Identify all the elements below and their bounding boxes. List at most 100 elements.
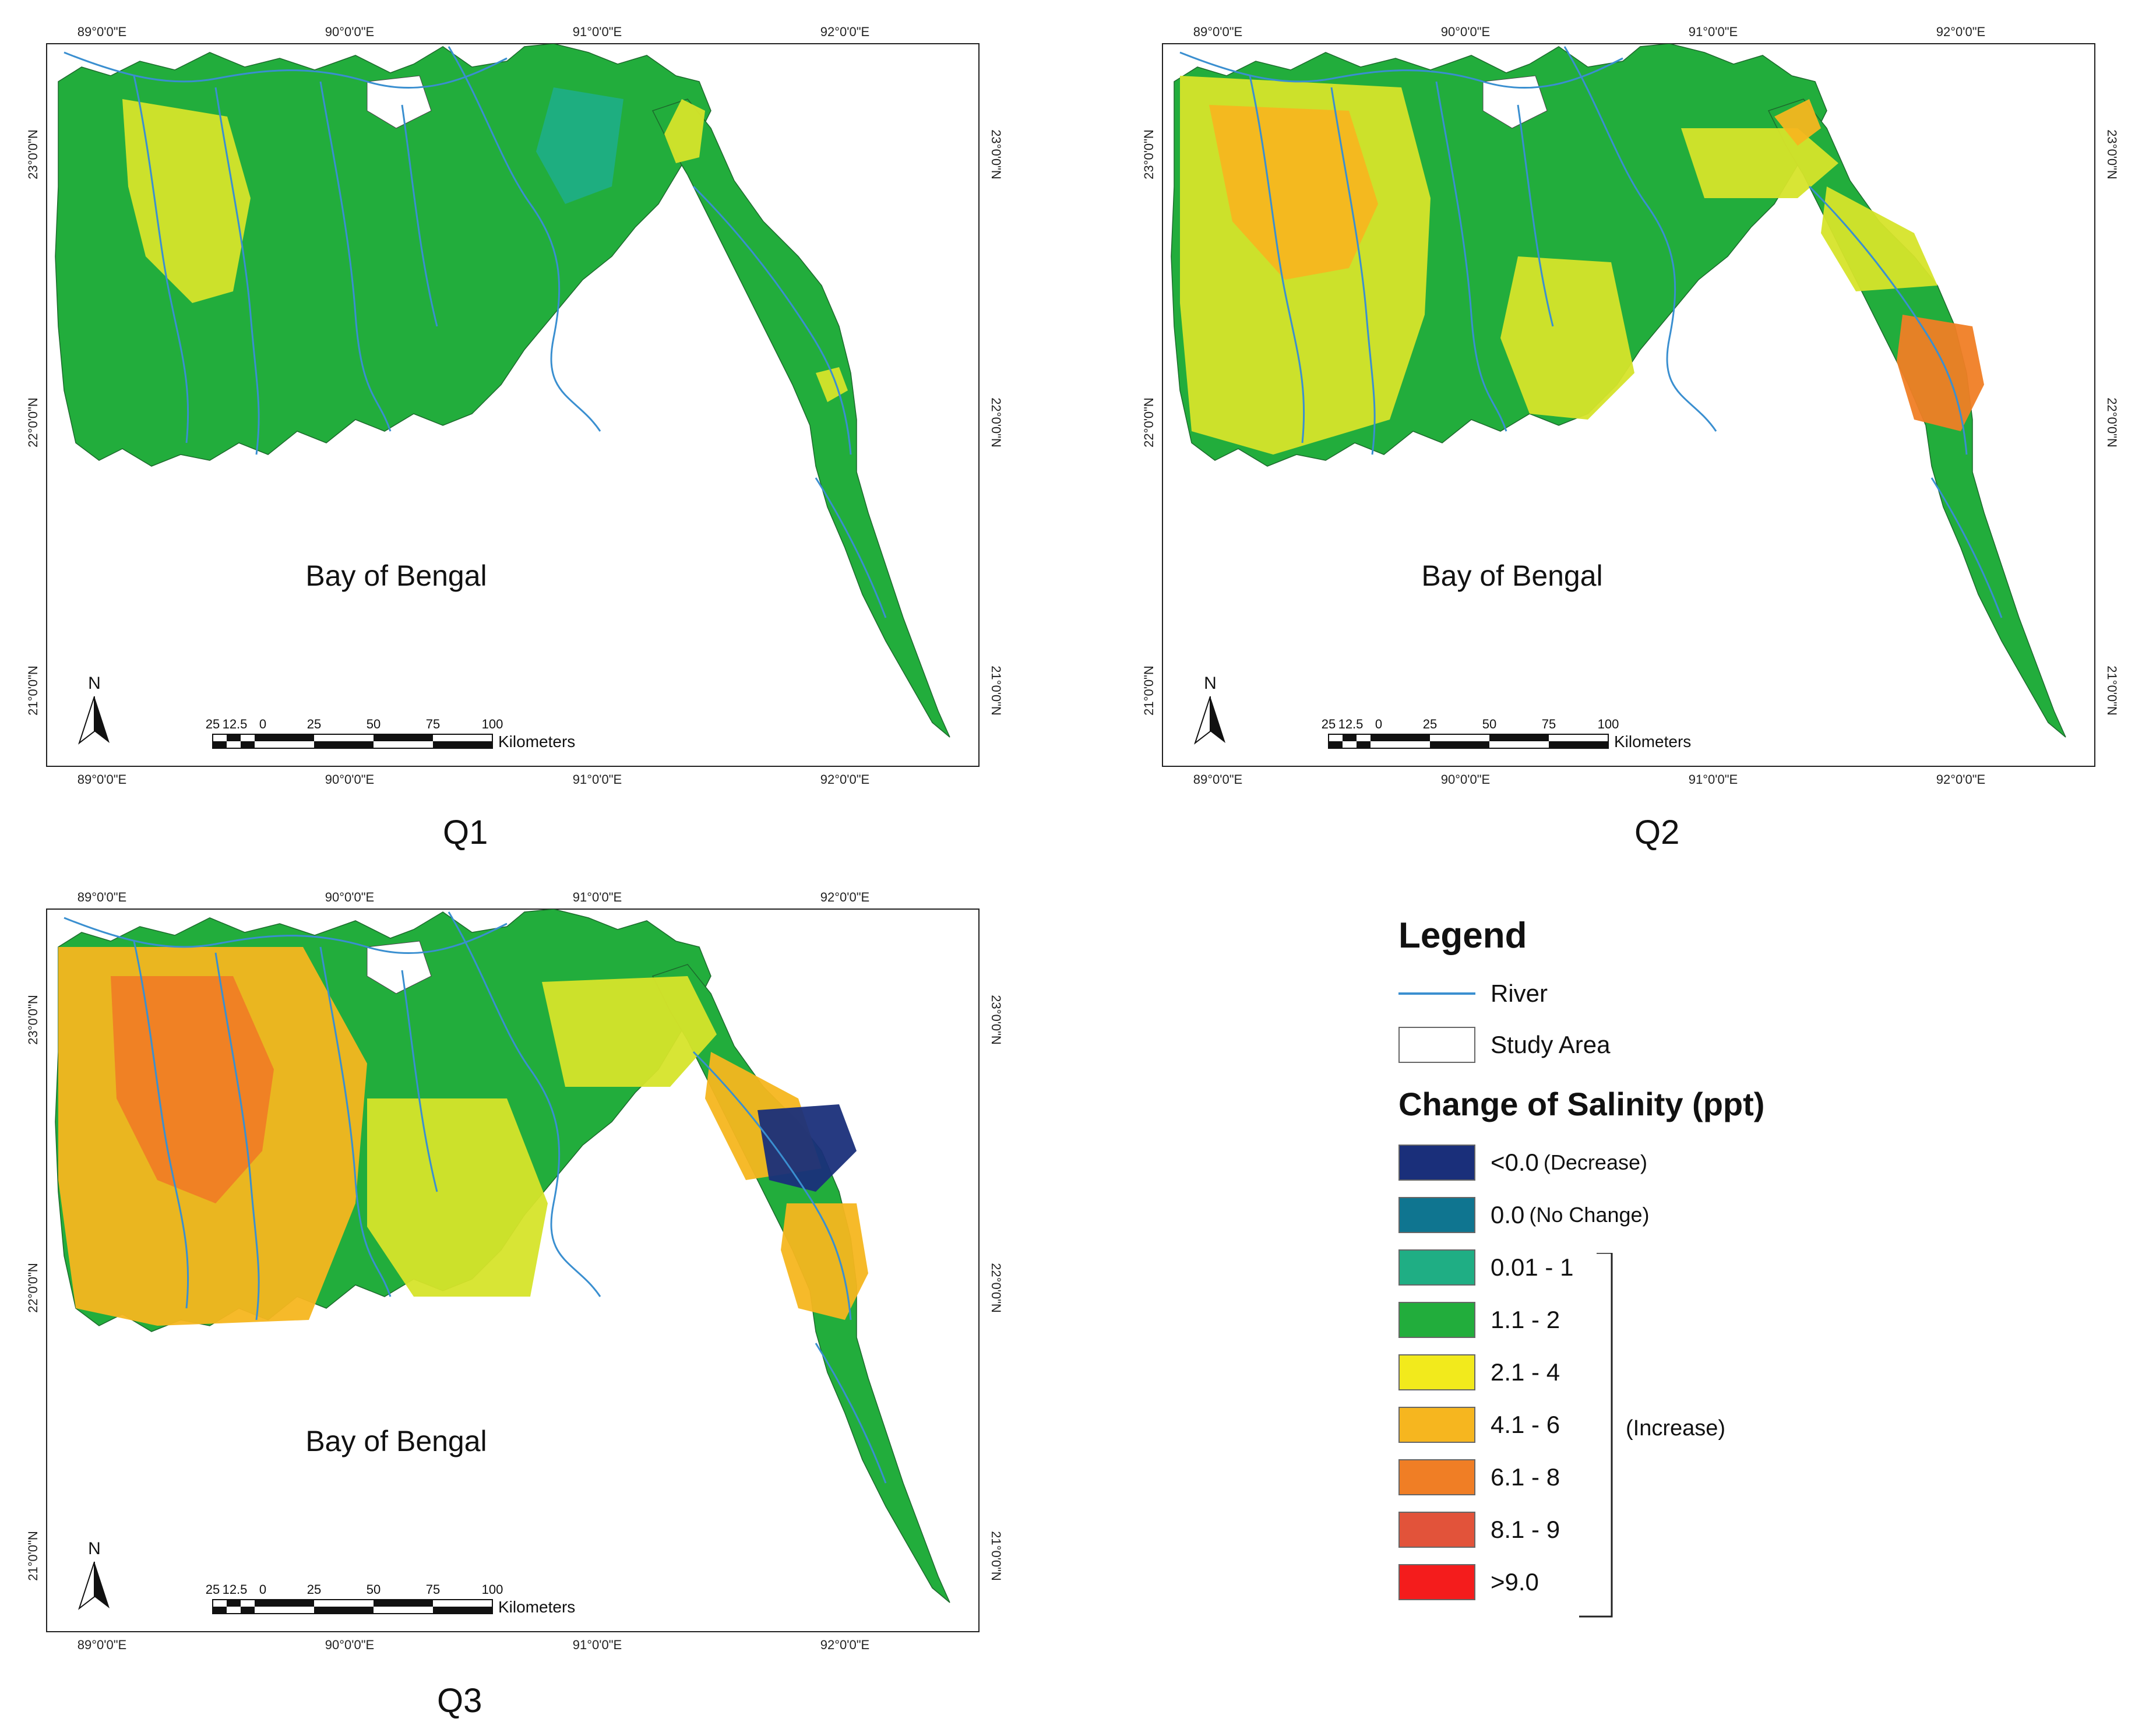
legend-class-label: 2.1 - 4 bbox=[1491, 1358, 1560, 1386]
scale-tick-label: 0 bbox=[259, 1582, 266, 1597]
salinity-zone bbox=[1209, 105, 1378, 280]
scale-bar-segment bbox=[213, 1607, 227, 1614]
latitude-label-left: 23°0'0"N bbox=[26, 995, 40, 1045]
scale-bar-segment bbox=[433, 1607, 492, 1614]
legend-class-label: 0.0 bbox=[1491, 1201, 1525, 1228]
river-line bbox=[448, 911, 601, 1297]
longitude-label-top: 92°0'0"E bbox=[820, 890, 869, 904]
longitude-label-bottom: 91°0'0"E bbox=[573, 1638, 622, 1652]
river-line bbox=[1330, 87, 1376, 455]
scale-bar-segment bbox=[227, 1600, 241, 1607]
scale-bar-segment bbox=[241, 741, 255, 748]
longitude-label-bottom: 90°0'0"E bbox=[325, 1638, 374, 1652]
scale-bar-segment bbox=[1489, 734, 1549, 741]
excluded-area bbox=[367, 941, 432, 994]
north-arrow-icon bbox=[94, 696, 110, 743]
scale-bar-segment bbox=[255, 1600, 314, 1607]
legend-class-swatch bbox=[1398, 1512, 1475, 1548]
scale-bar-segment bbox=[1329, 741, 1343, 748]
scale-bar-segment bbox=[255, 734, 314, 741]
latitude-label-right: 22°0'0"N bbox=[989, 1263, 1003, 1313]
scale-tick-label: 100 bbox=[482, 1582, 503, 1597]
river-line bbox=[133, 75, 189, 443]
salinity-zone bbox=[122, 99, 251, 303]
river-line bbox=[1808, 185, 1968, 455]
river-line bbox=[133, 941, 189, 1309]
caption-q3: Q3 bbox=[437, 1682, 482, 1720]
river-line bbox=[214, 87, 260, 455]
legend-class-swatch bbox=[1398, 1564, 1475, 1600]
scale-tick-label: 75 bbox=[426, 1582, 440, 1597]
scale-tick-label: 25 bbox=[307, 1582, 321, 1597]
legend-class-label: <0.0 bbox=[1491, 1149, 1539, 1176]
latitude-label-left: 22°0'0"N bbox=[1142, 397, 1156, 448]
map-svg: 89°0'0"E 89°0'0"E 90°0'0"E 90°0'0"E 91°0'0"E… bbox=[1142, 24, 2119, 787]
scale-bar-segment bbox=[227, 734, 241, 741]
legend-river-label: River bbox=[1491, 980, 1548, 1007]
longitude-label-bottom: 89°0'0"E bbox=[77, 772, 126, 787]
longitude-label-top: 90°0'0"E bbox=[1441, 24, 1490, 39]
longitude-label-bottom: 92°0'0"E bbox=[820, 772, 869, 787]
scale-bar-segment bbox=[213, 741, 227, 748]
longitude-label-top: 91°0'0"E bbox=[573, 890, 622, 904]
longitude-label-bottom: 91°0'0"E bbox=[1689, 772, 1738, 787]
legend-class-note: (No Change) bbox=[1529, 1203, 1650, 1227]
scale-bar-segment bbox=[241, 1607, 255, 1614]
map-svg: 89°0'0"E 89°0'0"E 90°0'0"E 90°0'0"E 91°0'0"E… bbox=[26, 890, 1003, 1652]
scale-tick-label: 75 bbox=[1542, 717, 1556, 731]
river-line bbox=[1179, 51, 1623, 89]
north-arrow-icon bbox=[1210, 696, 1225, 743]
increase-bracket bbox=[1579, 1253, 1613, 1618]
study-area-swatch bbox=[1398, 1027, 1475, 1063]
longitude-label-bottom: 89°0'0"E bbox=[77, 1638, 126, 1652]
salinity-zone bbox=[111, 976, 274, 1203]
legend-class-row: 0.0 (No Change) bbox=[1398, 1195, 1650, 1235]
river-line bbox=[319, 81, 392, 432]
river-line bbox=[401, 104, 438, 327]
scale-unit-label: Kilometers bbox=[498, 1598, 575, 1616]
scale-bar-segment bbox=[374, 734, 433, 741]
caption-q2: Q2 bbox=[1634, 814, 1680, 851]
map-legend: Legend River Study Area Change of Salini… bbox=[1398, 915, 2069, 1626]
legend-class-swatch bbox=[1398, 1249, 1475, 1286]
salinity-zone bbox=[536, 87, 623, 204]
scale-tick-label: 12.5 bbox=[223, 1582, 248, 1597]
latitude-label-right: 21°0'0"N bbox=[989, 1531, 1003, 1581]
legend-title: Legend bbox=[1398, 915, 1527, 956]
longitude-label-top: 91°0'0"E bbox=[1689, 24, 1738, 39]
scale-tick-label: 25 bbox=[307, 717, 321, 731]
sea-label: Bay of Bengal bbox=[1421, 559, 1602, 592]
scale-tick-label: 0 bbox=[1375, 717, 1382, 731]
map-panel-q2: 89°0'0"E 89°0'0"E 90°0'0"E 90°0'0"E 91°0'0"E… bbox=[1142, 12, 2119, 793]
river-line bbox=[448, 46, 601, 432]
scale-unit-label: Kilometers bbox=[1614, 733, 1691, 751]
scale-tick-label: 100 bbox=[1598, 717, 1619, 731]
legend-class-label: 0.01 - 1 bbox=[1491, 1253, 1574, 1281]
latitude-label-right: 22°0'0"N bbox=[989, 397, 1003, 448]
map-panel-q1: 89°0'0"E 89°0'0"E 90°0'0"E 90°0'0"E 91°0'0"E… bbox=[26, 12, 1003, 793]
north-arrow-icon bbox=[78, 696, 95, 745]
longitude-label-bottom: 91°0'0"E bbox=[573, 772, 622, 787]
latitude-label-left: 21°0'0"N bbox=[1142, 665, 1156, 716]
legend-class-row: 6.1 - 8 bbox=[1398, 1457, 1560, 1498]
salinity-zone bbox=[1897, 315, 1984, 431]
river-line bbox=[692, 1051, 852, 1321]
river-line bbox=[64, 917, 508, 955]
latitude-label-left: 21°0'0"N bbox=[26, 1531, 40, 1581]
excluded-area bbox=[1482, 75, 1548, 129]
salinity-zone bbox=[1500, 256, 1634, 420]
river-line bbox=[214, 952, 260, 1321]
salinity-zone bbox=[664, 99, 705, 163]
latitude-label-right: 22°0'0"N bbox=[2105, 397, 2119, 448]
map-panel-q3: 89°0'0"E 89°0'0"E 90°0'0"E 90°0'0"E 91°0'0"E… bbox=[26, 877, 1003, 1658]
river-line-icon bbox=[1398, 992, 1475, 995]
scale-bar-segment bbox=[433, 741, 492, 748]
north-label: N bbox=[88, 674, 101, 693]
latitude-label-right: 21°0'0"N bbox=[2105, 665, 2119, 716]
river-line bbox=[815, 477, 887, 618]
scale-tick-label: 75 bbox=[426, 717, 440, 731]
river-line bbox=[319, 946, 392, 1297]
legend-salinity-title: Change of Salinity (ppt) bbox=[1398, 1086, 1765, 1122]
legend-study-area-row: Study Area bbox=[1398, 1024, 1610, 1065]
legend-class-swatch bbox=[1398, 1302, 1475, 1338]
